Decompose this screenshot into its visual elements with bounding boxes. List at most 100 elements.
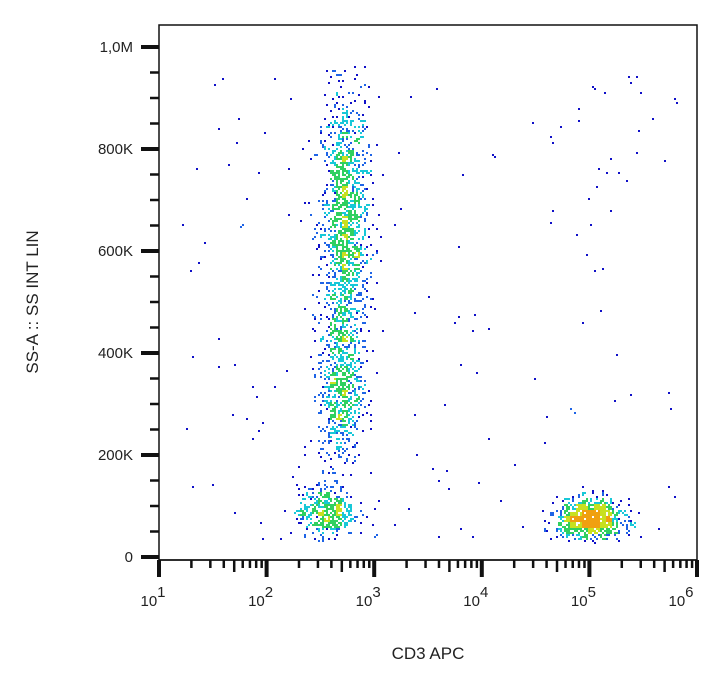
event-point xyxy=(342,332,344,334)
event-point xyxy=(346,412,348,414)
event-point xyxy=(332,144,334,146)
event-point xyxy=(218,128,220,130)
event-point xyxy=(334,402,336,404)
event-point xyxy=(342,290,344,292)
event-point xyxy=(578,534,580,536)
event-point xyxy=(342,202,344,204)
event-point xyxy=(338,392,340,394)
event-point xyxy=(350,358,352,360)
event-point xyxy=(344,524,346,526)
event-point xyxy=(348,218,350,220)
event-point xyxy=(578,538,580,540)
event-point xyxy=(350,230,352,232)
event-point xyxy=(358,294,360,296)
event-point xyxy=(352,190,354,192)
event-point xyxy=(348,418,350,420)
event-point xyxy=(336,278,338,280)
event-point xyxy=(344,186,346,188)
event-point xyxy=(334,264,336,266)
event-point xyxy=(338,126,340,128)
event-point xyxy=(334,234,336,236)
event-point xyxy=(326,330,328,332)
event-point xyxy=(360,366,362,368)
event-point xyxy=(352,272,354,274)
event-point xyxy=(600,514,602,516)
event-point xyxy=(326,344,328,346)
event-point xyxy=(344,518,346,520)
event-point xyxy=(330,136,332,138)
event-point xyxy=(354,258,356,260)
event-point xyxy=(334,122,336,124)
event-point xyxy=(342,394,344,396)
event-point xyxy=(354,268,356,270)
event-point xyxy=(334,150,336,152)
event-point xyxy=(352,518,354,520)
event-point xyxy=(322,352,324,354)
event-point xyxy=(348,310,350,312)
event-point xyxy=(322,470,324,472)
event-point xyxy=(604,526,606,528)
event-point xyxy=(334,284,336,286)
event-point xyxy=(340,378,342,380)
event-point xyxy=(326,188,328,190)
event-point xyxy=(338,158,340,160)
event-point xyxy=(342,396,344,398)
event-point xyxy=(328,360,330,362)
event-point xyxy=(344,404,346,406)
event-point xyxy=(364,208,366,210)
event-point xyxy=(614,528,616,530)
event-point xyxy=(336,122,338,124)
event-point xyxy=(312,328,314,330)
event-point xyxy=(318,492,320,494)
event-point xyxy=(584,528,586,530)
event-point xyxy=(344,334,346,336)
event-point xyxy=(346,162,348,164)
event-point xyxy=(364,102,366,104)
event-point xyxy=(352,374,354,376)
event-point xyxy=(568,524,570,526)
event-point xyxy=(342,138,344,140)
event-point xyxy=(362,238,364,240)
event-point xyxy=(348,256,350,258)
event-point xyxy=(336,320,338,322)
event-point xyxy=(344,178,346,180)
event-point xyxy=(336,510,338,512)
event-point xyxy=(334,394,336,396)
event-point xyxy=(340,266,342,268)
event-point xyxy=(594,514,596,516)
event-point xyxy=(344,312,346,314)
event-point xyxy=(616,354,618,356)
event-point xyxy=(346,172,348,174)
event-point xyxy=(362,392,364,394)
event-point xyxy=(352,92,354,94)
event-point xyxy=(634,522,636,524)
event-point xyxy=(370,170,372,172)
event-point xyxy=(584,516,586,518)
event-point xyxy=(326,486,328,488)
event-point xyxy=(356,428,358,430)
event-point xyxy=(318,394,320,396)
event-point xyxy=(324,94,326,96)
event-point xyxy=(556,530,558,532)
event-point xyxy=(348,292,350,294)
event-point xyxy=(342,222,344,224)
event-point xyxy=(352,154,354,156)
event-point xyxy=(572,506,574,508)
event-point xyxy=(288,168,290,170)
event-point xyxy=(582,530,584,532)
event-point xyxy=(564,528,566,530)
event-point xyxy=(346,330,348,332)
event-point xyxy=(574,504,576,506)
event-point xyxy=(350,366,352,368)
event-point xyxy=(338,506,340,508)
event-point xyxy=(356,278,358,280)
event-point xyxy=(348,228,350,230)
event-point xyxy=(234,512,236,514)
event-point xyxy=(342,426,344,428)
event-point xyxy=(366,360,368,362)
event-point xyxy=(356,178,358,180)
event-point xyxy=(354,388,356,390)
event-point xyxy=(290,532,292,534)
event-point xyxy=(582,522,584,524)
event-point xyxy=(346,380,348,382)
